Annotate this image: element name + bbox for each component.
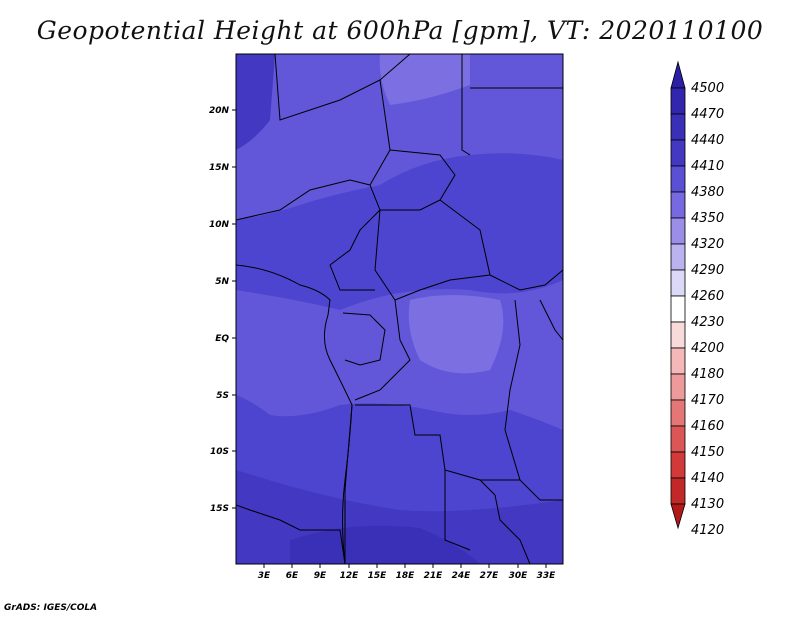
legend-label: 4260 xyxy=(691,289,724,304)
color-bar-segment xyxy=(670,451,686,479)
legend-label: 4160 xyxy=(691,419,724,434)
lon-label: 12E xyxy=(340,571,360,581)
color-bar-segment xyxy=(670,295,686,323)
longitude-axis: 3E 6E 9E 12E 15E 18E 21E 24E 27E 30E 33E xyxy=(258,564,556,581)
map-title: Geopotential Height at 600hPa [gpm], VT:… xyxy=(36,16,764,45)
lon-label: 15E xyxy=(368,571,388,581)
color-bar-segment xyxy=(670,347,686,375)
legend-label: 4470 xyxy=(691,107,724,122)
legend-label: 4290 xyxy=(691,263,724,278)
legend-label: 4230 xyxy=(691,315,724,330)
lat-label: 5S xyxy=(216,391,229,401)
color-bar-segment xyxy=(670,373,686,401)
legend-label: 4350 xyxy=(691,211,724,226)
lat-label: 10S xyxy=(210,447,229,457)
map-panel xyxy=(235,53,564,565)
color-bar-segment xyxy=(670,139,686,167)
color-bar-labels: 4500 4470 4440 4410 4380 4350 4320 4290 … xyxy=(691,81,724,538)
color-bar-segment xyxy=(670,425,686,453)
country-borders xyxy=(235,53,564,565)
legend-label: 4200 xyxy=(691,341,724,356)
legend-label: 4130 xyxy=(691,497,724,512)
legend-label: 4380 xyxy=(691,185,724,200)
contour-4440-south xyxy=(290,525,480,564)
color-bar-segment xyxy=(670,113,686,141)
color-bar-segment xyxy=(670,191,686,219)
color-bar-segment xyxy=(670,269,686,297)
lat-label: 20N xyxy=(209,106,230,116)
lon-label: 3E xyxy=(258,571,271,581)
lat-label: EQ xyxy=(215,334,229,344)
legend-label: 4320 xyxy=(691,237,724,252)
lon-label: 33E xyxy=(537,571,557,581)
lon-label: 21E xyxy=(424,571,444,581)
color-bar-segment xyxy=(670,477,686,505)
legend-label: 4120 xyxy=(691,523,724,538)
color-bar-segment xyxy=(670,399,686,427)
contour-4410-west xyxy=(236,54,275,150)
grads-credit: GrADS: IGES/COLA xyxy=(4,603,98,613)
contour-4380-north xyxy=(236,54,563,220)
color-bar-segment xyxy=(670,243,686,271)
contour-4350-congo xyxy=(408,295,504,374)
map-frame xyxy=(235,53,564,565)
lat-label: 5N xyxy=(215,277,229,287)
lon-label: 24E xyxy=(452,571,472,581)
legend-label: 4170 xyxy=(691,393,724,408)
lon-label: 27E xyxy=(480,571,500,581)
color-bar-legend xyxy=(670,60,686,530)
lon-label: 9E xyxy=(314,571,327,581)
lat-label: 15S xyxy=(210,504,229,514)
contour-4350-north xyxy=(379,54,470,105)
color-bar-segment xyxy=(670,165,686,193)
legend-label: 4440 xyxy=(691,133,724,148)
lat-label: 10N xyxy=(209,220,230,230)
lon-label: 18E xyxy=(396,571,416,581)
latitude-axis: 20N 15N 10N 5N EQ 5S 10S 15S xyxy=(209,106,236,514)
color-bar-segment xyxy=(670,217,686,245)
legend-label: 4180 xyxy=(691,367,724,382)
lon-label: 6E xyxy=(286,571,299,581)
legend-label: 4500 xyxy=(691,81,724,96)
color-bar-cap-bottom xyxy=(670,503,686,530)
color-bar-segment xyxy=(670,87,686,115)
legend-label: 4410 xyxy=(691,159,724,174)
color-bar-cap-top xyxy=(670,60,686,89)
lon-label: 30E xyxy=(509,571,529,581)
lat-label: 15N xyxy=(209,163,230,173)
color-bar-segment xyxy=(670,321,686,349)
legend-label: 4140 xyxy=(691,471,724,486)
legend-label: 4150 xyxy=(691,445,724,460)
